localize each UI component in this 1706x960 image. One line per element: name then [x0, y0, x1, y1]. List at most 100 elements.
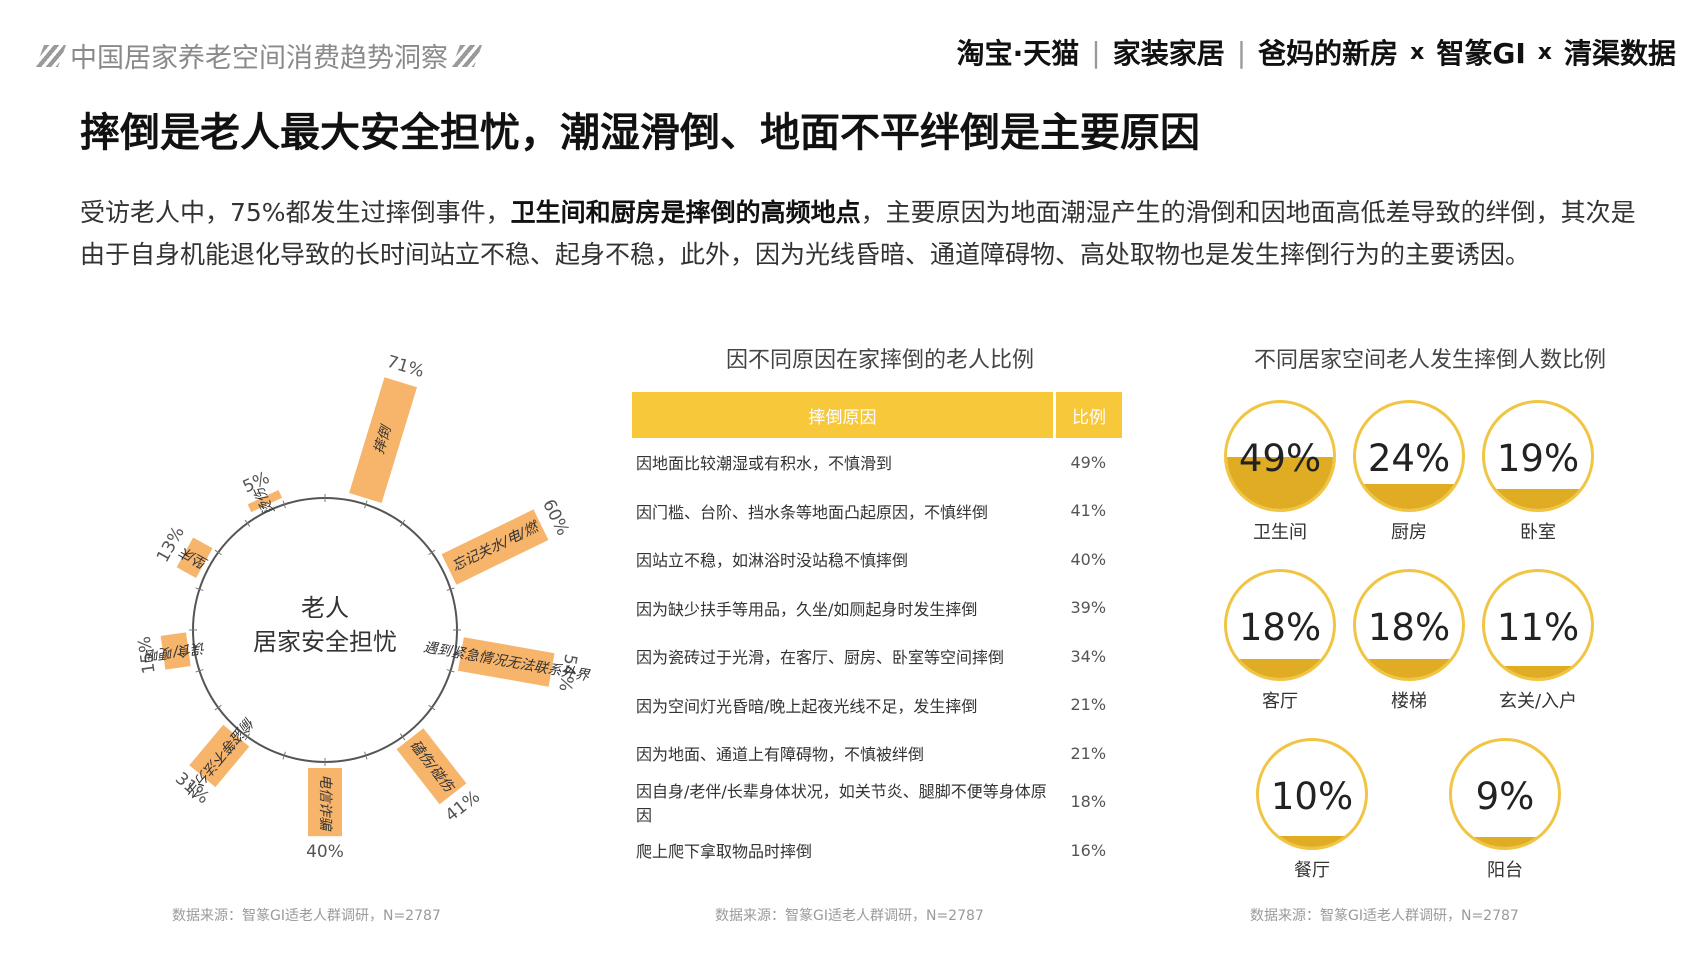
circle-fill-level	[1356, 658, 1462, 678]
circle-tick	[214, 704, 222, 711]
room-circle: 24%	[1353, 400, 1465, 512]
ratio-cell: 16%	[1070, 840, 1107, 860]
source-note-left: 数据来源：智篆GI适老人群调研，N=2787	[172, 908, 441, 924]
circle-percent: 19%	[1496, 437, 1580, 480]
cause-cell: 因地面比较潮湿或有积水，不慎滑到	[636, 454, 893, 474]
source-note-middle: 数据来源：智篆GI适老人群调研，N=2787	[715, 908, 984, 924]
ratio-cell: 40%	[1070, 549, 1107, 569]
cause-cell: 因为缺少扶手等用品，久坐/如厕起身时发生摔倒	[636, 599, 978, 619]
center-label-line2: 居家安全担忧	[253, 628, 397, 656]
room-circle: 49%	[1224, 400, 1336, 512]
brand-taobao: 淘宝·天猫	[956, 37, 1080, 70]
table-row: 因为缺少扶手等用品，久坐/如厕起身时发生摔倒 39%	[632, 584, 1122, 633]
circle-tick	[446, 587, 455, 591]
table-header-ratio: 比例	[1053, 392, 1122, 438]
circle-tick	[399, 733, 406, 741]
circle-percent: 10%	[1270, 775, 1354, 818]
center-label-line1: 老人	[301, 594, 349, 622]
circle-room-label: 楼梯	[1391, 691, 1427, 712]
circle-percent: 18%	[1238, 606, 1322, 649]
table-row: 因自身/老伴/长辈身体状况，如关节炎、腿脚不便等身体原因 18%	[632, 778, 1122, 827]
radial-bar	[189, 724, 250, 788]
radial-bar	[396, 728, 467, 805]
circle-fill-level	[1356, 483, 1462, 509]
circle-tick	[195, 587, 204, 591]
circles-title: 不同居家空间老人发生摔倒人数比例	[1253, 348, 1606, 373]
radial-value-label: 40%	[306, 842, 344, 862]
circle-tick	[244, 519, 251, 527]
circle-tick	[214, 549, 222, 556]
radial-category-label: 偷盗等不法分子	[181, 713, 257, 799]
radial-value-label: 71%	[384, 352, 426, 382]
room-circle: 18%	[1353, 569, 1465, 681]
ratio-cell: 21%	[1070, 695, 1107, 715]
cause-cell: 因自身/老伴/长辈身体状况，如关节炎、腿脚不便等身体原因	[636, 781, 1047, 825]
report-title-text: 中国居家养老空间消费趋势洞察	[70, 43, 448, 74]
circle-tick	[428, 704, 436, 711]
ratio-cell: 34%	[1070, 646, 1107, 666]
circle-tick	[364, 500, 368, 509]
circle-percent: 11%	[1496, 606, 1580, 649]
source-note-right: 数据来源：智篆GI适老人群调研，N=2787	[1250, 908, 1519, 924]
radial-bar	[349, 377, 417, 504]
circle-percent: 49%	[1238, 437, 1322, 480]
circle-room-label: 餐厅	[1294, 860, 1330, 881]
room-circle: 11%	[1482, 569, 1594, 681]
cause-cell: 因站立不稳，如淋浴时没站稳不慎摔倒	[636, 551, 909, 571]
circle-room-label: 卫生间	[1253, 522, 1307, 543]
intro-part1: 受访老人中，75%都发生过摔倒事件，	[80, 198, 511, 227]
circle-room-label: 客厅	[1262, 691, 1298, 712]
circle-tick	[244, 733, 251, 741]
intro-bold: 卫生间和厨房是摔倒的高频地点	[510, 198, 861, 227]
radial-bar	[457, 637, 555, 687]
brand-home: 家装家居	[1112, 37, 1225, 70]
room-circle: 9%	[1449, 738, 1561, 850]
ratio-cell: 49%	[1070, 452, 1107, 472]
ratio-cell: 41%	[1070, 501, 1107, 521]
radial-category-label: 电信诈骗	[317, 774, 333, 832]
circle-tick	[282, 500, 286, 509]
table-title: 因不同原因在家摔倒的老人比例	[725, 348, 1034, 373]
report-title: 中国居家养老空间消费趋势洞察	[35, 36, 483, 75]
cause-cell: 因为瓷砖过于光滑，在客厅、厨房、卧室等空间摔倒	[636, 648, 1005, 668]
brand-new-home: 爸妈的新房	[1258, 37, 1399, 70]
circle-tick	[364, 751, 368, 760]
circle-tick	[446, 669, 455, 673]
ratio-cell: 21%	[1070, 743, 1107, 763]
radial-safety-chart: 71%摔倒60%忘记关水/电/燃54%遇到紧急情况无法联系外界41%磕伤/碰伤4…	[135, 352, 592, 862]
room-circle: 19%	[1482, 400, 1594, 512]
radial-bar	[441, 509, 549, 585]
circle-tick	[399, 519, 406, 527]
circle-tick	[195, 669, 204, 673]
circle-percent: 9%	[1475, 775, 1535, 818]
table-row: 因为空间灯光昏暗/晚上起夜光线不足，发生摔倒 21%	[632, 681, 1122, 730]
intro-paragraph: 受访老人中，75%都发生过摔倒事件，卫生间和厨房是摔倒的高频地点，主要原因为地面…	[80, 192, 1650, 276]
brand-separator-x: x	[1537, 39, 1552, 65]
cause-cell: 爬上爬下拿取物品时摔倒	[636, 842, 813, 862]
room-circle: 18%	[1224, 569, 1336, 681]
table-row: 因门槛、台阶、挡水条等地面凸起原因，不慎绊倒 41%	[632, 487, 1122, 536]
table-row: 因为瓷砖过于光滑，在客厅、厨房、卧室等空间摔倒 34%	[632, 632, 1122, 681]
ratio-cell: 18%	[1070, 792, 1107, 812]
circle-fill-level	[1452, 837, 1558, 847]
radial-bar	[160, 632, 191, 670]
room-circle: 10%	[1256, 738, 1368, 850]
stripe-decoration-right	[451, 44, 483, 67]
radial-bar	[308, 768, 342, 837]
cause-cell: 因为地面、通道上有障碍物，不慎被绊倒	[636, 745, 925, 765]
circle-room-label: 阳台	[1487, 860, 1523, 881]
cause-cell: 因门槛、台阶、挡水条等地面凸起原因，不慎绊倒	[636, 502, 989, 522]
circle-tick	[282, 751, 286, 760]
table-row: 因为地面、通道上有障碍物，不慎被绊倒 21%	[632, 729, 1122, 778]
brand-zhizhuan: 智篆GI	[1436, 37, 1526, 70]
fall-cause-table: 摔倒原因 比例 因地面比较潮湿或有积水，不慎滑到 49% 因门槛、台阶、挡水条等地面…	[632, 392, 1122, 875]
intro-part2: ，主要原因为地面潮湿产生的滑倒和因地面高低差导致的绊倒，其次是由于自身机能退化导…	[80, 198, 1636, 269]
circle-fill-level	[1259, 836, 1365, 847]
table-row: 因站立不稳，如淋浴时没站稳不慎摔倒 40%	[632, 535, 1122, 584]
brand-separator-x: x	[1410, 39, 1425, 65]
brand-qingqu: 清渠数据	[1563, 37, 1676, 70]
table-row: 爬上爬下拿取物品时摔倒 16%	[632, 826, 1122, 875]
table-row: 因地面比较潮湿或有积水，不慎滑到 49%	[632, 438, 1122, 487]
circle-fill-level	[1485, 488, 1591, 509]
circle-room-label: 厨房	[1391, 522, 1427, 543]
